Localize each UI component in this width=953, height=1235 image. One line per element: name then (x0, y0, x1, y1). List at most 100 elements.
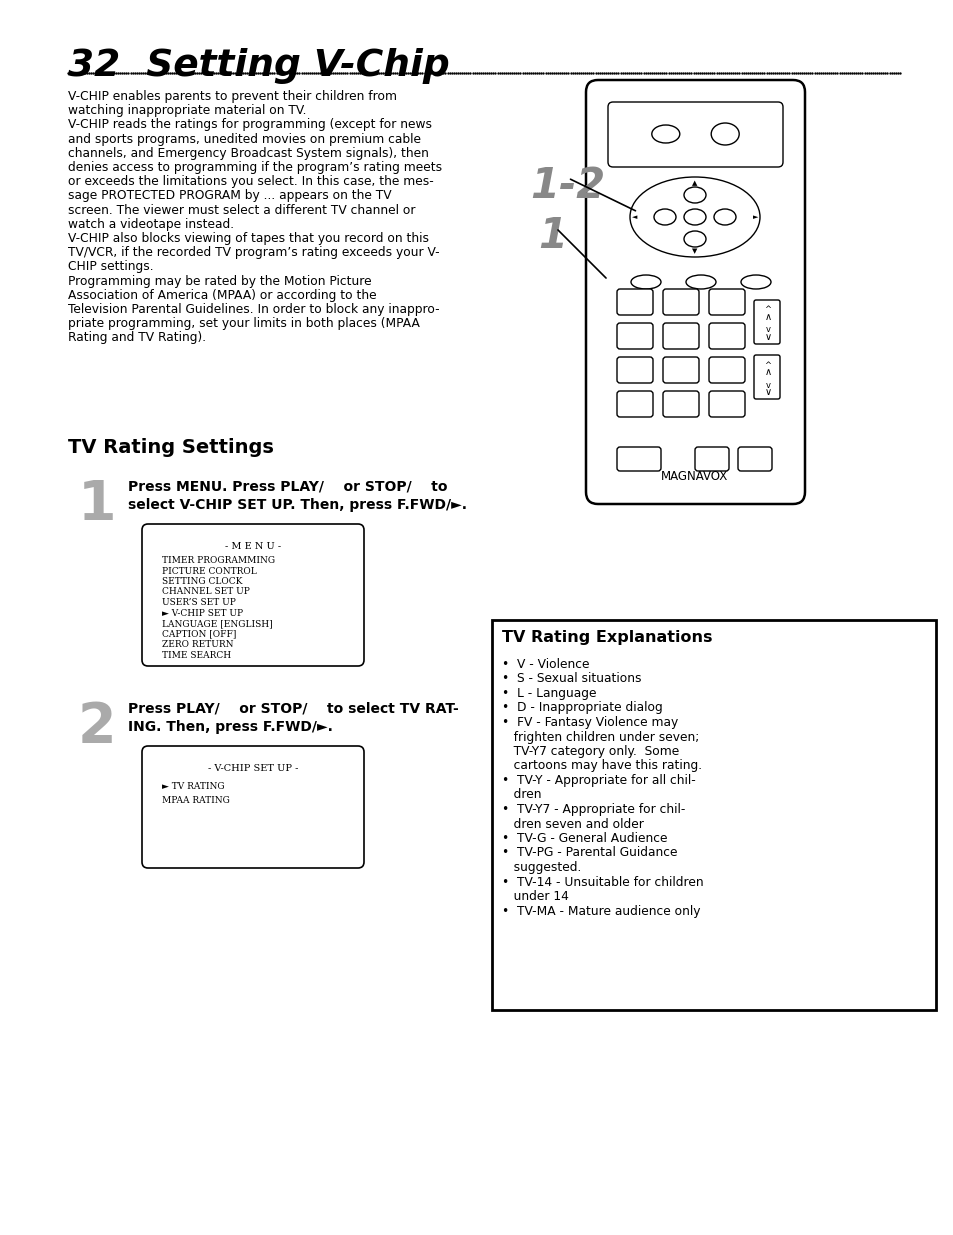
Text: 32  Setting V-Chip: 32 Setting V-Chip (68, 48, 449, 84)
Text: TIMER PROGRAMMING: TIMER PROGRAMMING (162, 556, 274, 564)
FancyBboxPatch shape (662, 289, 699, 315)
Text: ► V-CHIP SET UP: ► V-CHIP SET UP (162, 609, 243, 618)
Text: ^: ^ (763, 305, 771, 315)
Ellipse shape (740, 275, 770, 289)
FancyBboxPatch shape (695, 447, 728, 471)
Text: •  V - Violence: • V - Violence (501, 658, 589, 671)
FancyBboxPatch shape (753, 354, 780, 399)
Text: priate programming, set your limits in both places (MPAA: priate programming, set your limits in b… (68, 317, 419, 330)
Ellipse shape (683, 209, 705, 225)
Text: denies access to programming if the program’s rating meets: denies access to programming if the prog… (68, 161, 441, 174)
Bar (492, 620, 935, 1010)
Text: cartoons may have this rating.: cartoons may have this rating. (501, 760, 701, 773)
Text: ING. Then, press F.FWD/►.: ING. Then, press F.FWD/►. (128, 720, 333, 734)
Ellipse shape (651, 125, 679, 143)
Text: frighten children under seven;: frighten children under seven; (501, 730, 699, 743)
Text: CAPTION [OFF]: CAPTION [OFF] (162, 630, 236, 638)
Text: select V-CHIP SET UP. Then, press F.FWD/►.: select V-CHIP SET UP. Then, press F.FWD/… (128, 498, 467, 513)
Text: Association of America (MPAA) or according to the: Association of America (MPAA) or accordi… (68, 289, 376, 301)
Text: TIME SEARCH: TIME SEARCH (162, 651, 231, 659)
Text: sage PROTECTED PROGRAM by ... appears on the TV: sage PROTECTED PROGRAM by ... appears on… (68, 189, 392, 203)
Text: Press PLAY/    or STOP/    to select TV RAT-: Press PLAY/ or STOP/ to select TV RAT- (128, 701, 458, 716)
Text: Programming may be rated by the Motion Picture: Programming may be rated by the Motion P… (68, 274, 372, 288)
Text: Television Parental Guidelines. In order to block any inappro-: Television Parental Guidelines. In order… (68, 303, 439, 316)
Text: LANGUAGE [ENGLISH]: LANGUAGE [ENGLISH] (162, 619, 273, 629)
Ellipse shape (629, 177, 760, 257)
Text: ◄: ◄ (631, 214, 637, 220)
Text: or exceeds the limitations you select. In this case, the mes-: or exceeds the limitations you select. I… (68, 175, 434, 188)
FancyBboxPatch shape (142, 524, 364, 666)
Text: •  TV-Y - Appropriate for all chil-: • TV-Y - Appropriate for all chil- (501, 774, 695, 787)
Text: •  L - Language: • L - Language (501, 687, 596, 700)
Text: MPAA RATING: MPAA RATING (162, 797, 230, 805)
Text: MAGNAVOX: MAGNAVOX (660, 471, 728, 483)
Text: PICTURE CONTROL: PICTURE CONTROL (162, 567, 256, 576)
FancyBboxPatch shape (617, 447, 660, 471)
Text: CHIP settings.: CHIP settings. (68, 261, 153, 273)
Ellipse shape (654, 209, 676, 225)
Text: ∧: ∧ (763, 367, 771, 377)
FancyBboxPatch shape (607, 103, 782, 167)
Text: •  D - Inappropriate dialog: • D - Inappropriate dialog (501, 701, 662, 715)
Text: ► TV RATING: ► TV RATING (162, 782, 224, 790)
Text: TV Rating Settings: TV Rating Settings (68, 438, 274, 457)
Text: TV-Y7 category only.  Some: TV-Y7 category only. Some (501, 745, 679, 758)
Text: ∧: ∧ (763, 312, 771, 322)
Text: •  FV - Fantasy Violence may: • FV - Fantasy Violence may (501, 716, 678, 729)
Text: ∨: ∨ (763, 332, 771, 342)
Text: v: v (764, 380, 770, 389)
Text: - M E N U -: - M E N U - (225, 542, 281, 551)
Text: V-CHIP enables parents to prevent their children from: V-CHIP enables parents to prevent their … (68, 90, 396, 103)
Text: watching inappropriate material on TV.: watching inappropriate material on TV. (68, 104, 306, 117)
FancyBboxPatch shape (708, 391, 744, 417)
FancyBboxPatch shape (585, 80, 804, 504)
Text: •  TV-14 - Unsuitable for children: • TV-14 - Unsuitable for children (501, 876, 703, 888)
FancyBboxPatch shape (708, 289, 744, 315)
Text: Rating and TV Rating).: Rating and TV Rating). (68, 331, 206, 345)
Text: USER’S SET UP: USER’S SET UP (162, 598, 235, 606)
Text: V-CHIP also blocks viewing of tapes that you record on this: V-CHIP also blocks viewing of tapes that… (68, 232, 429, 245)
Text: 1: 1 (537, 215, 566, 257)
Text: ▲: ▲ (692, 180, 697, 186)
Text: ▼: ▼ (692, 248, 697, 254)
Text: screen. The viewer must select a different TV channel or: screen. The viewer must select a differe… (68, 204, 416, 216)
Text: dren: dren (501, 788, 541, 802)
Text: •  TV-Y7 - Appropriate for chil-: • TV-Y7 - Appropriate for chil- (501, 803, 684, 816)
Text: and sports programs, unedited movies on premium cable: and sports programs, unedited movies on … (68, 132, 420, 146)
FancyBboxPatch shape (617, 391, 652, 417)
Text: under 14: under 14 (501, 890, 568, 903)
Text: ZERO RETURN: ZERO RETURN (162, 640, 233, 650)
Text: TV/VCR, if the recorded TV program’s rating exceeds your V-: TV/VCR, if the recorded TV program’s rat… (68, 246, 439, 259)
Text: V-CHIP reads the ratings for programming (except for news: V-CHIP reads the ratings for programming… (68, 119, 432, 131)
Ellipse shape (710, 124, 739, 144)
FancyBboxPatch shape (662, 324, 699, 350)
Ellipse shape (685, 275, 716, 289)
Text: suggested.: suggested. (501, 861, 580, 874)
Text: watch a videotape instead.: watch a videotape instead. (68, 217, 233, 231)
Text: •  TV-G - General Audience: • TV-G - General Audience (501, 832, 667, 845)
Text: Press MENU. Press PLAY/    or STOP/    to: Press MENU. Press PLAY/ or STOP/ to (128, 480, 447, 494)
FancyBboxPatch shape (708, 324, 744, 350)
FancyBboxPatch shape (617, 324, 652, 350)
FancyBboxPatch shape (142, 746, 364, 868)
FancyBboxPatch shape (708, 357, 744, 383)
Text: •  S - Sexual situations: • S - Sexual situations (501, 673, 640, 685)
Text: CHANNEL SET UP: CHANNEL SET UP (162, 588, 250, 597)
Ellipse shape (683, 186, 705, 203)
FancyBboxPatch shape (662, 357, 699, 383)
Text: ►: ► (752, 214, 758, 220)
Text: dren seven and older: dren seven and older (501, 818, 643, 830)
Text: TV Rating Explanations: TV Rating Explanations (501, 630, 712, 645)
Text: ∨: ∨ (763, 387, 771, 396)
Text: •  TV-MA - Mature audience only: • TV-MA - Mature audience only (501, 904, 700, 918)
Text: 1-2: 1-2 (530, 165, 604, 207)
FancyBboxPatch shape (753, 300, 780, 345)
Text: 1: 1 (78, 478, 116, 532)
FancyBboxPatch shape (662, 391, 699, 417)
FancyBboxPatch shape (738, 447, 771, 471)
Text: •  TV-PG - Parental Guidance: • TV-PG - Parental Guidance (501, 846, 677, 860)
Text: ^: ^ (763, 361, 771, 369)
FancyBboxPatch shape (617, 357, 652, 383)
Text: SETTING CLOCK: SETTING CLOCK (162, 577, 242, 585)
Ellipse shape (683, 231, 705, 247)
